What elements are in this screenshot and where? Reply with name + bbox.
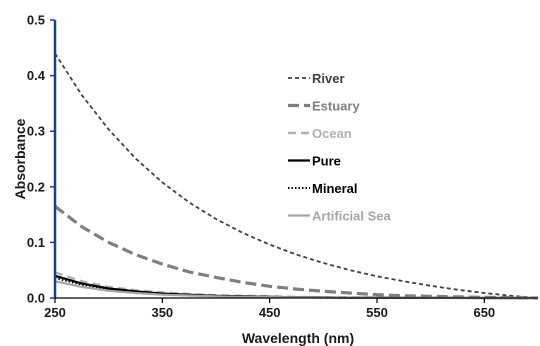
- legend-label: River: [312, 71, 345, 86]
- series-line-3: [55, 276, 538, 298]
- series-line-2: [55, 272, 538, 298]
- y-axis-title: Absorbance: [12, 118, 28, 199]
- y-tick-label: 0.5: [27, 13, 45, 28]
- legend-label: Mineral: [312, 181, 358, 196]
- legend-label: Pure: [312, 154, 341, 169]
- axes-layer: [55, 20, 538, 298]
- x-axis-title: Wavelength (nm): [242, 330, 354, 346]
- legend-label: Artificial Sea: [312, 209, 392, 224]
- y-tick-label: 0.2: [27, 179, 45, 194]
- legend: River Estuary Ocean Pure Mineral Artificial S…: [288, 71, 392, 224]
- x-tick-label: 350: [151, 305, 173, 320]
- y-tick-label: 0.0: [27, 291, 45, 306]
- y-tick-label: 0.3: [27, 124, 45, 139]
- y-tick-label: 0.4: [27, 68, 46, 83]
- x-tick-label: 550: [366, 305, 388, 320]
- legend-label: Estuary: [312, 99, 360, 114]
- legend-label: Ocean: [312, 126, 352, 141]
- series-line-0: [55, 53, 538, 298]
- x-tick-label: 650: [473, 305, 495, 320]
- x-tick-label: 250: [44, 305, 66, 320]
- ticks-layer: 0.0 0.1 0.2 0.3 0.4 0.5 250 350 450 550 650: [27, 13, 495, 321]
- y-tick-label: 0.1: [27, 235, 45, 250]
- x-tick-label: 450: [259, 305, 281, 320]
- series-layer: [55, 53, 538, 298]
- series-line-1: [55, 206, 538, 298]
